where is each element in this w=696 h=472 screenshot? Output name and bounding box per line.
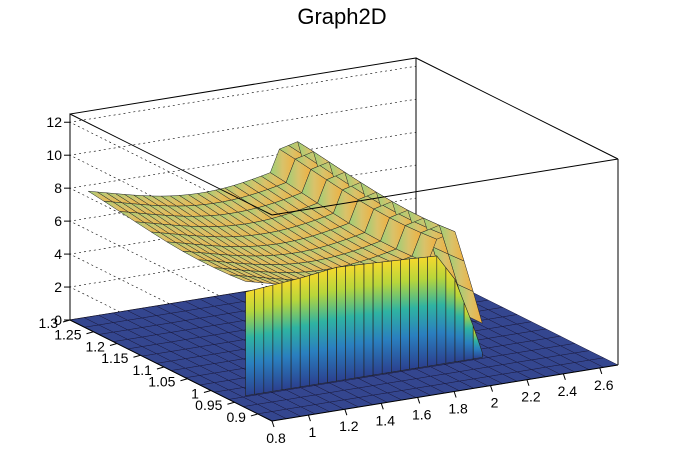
surface-front-cell xyxy=(400,258,410,372)
x-tick-label: 1.6 xyxy=(412,406,432,422)
y-tick xyxy=(180,378,188,382)
surface-front-cell xyxy=(308,272,319,386)
y-tick-label: 1 xyxy=(191,385,199,401)
surface-front-cell xyxy=(445,266,456,364)
surface-front-cell xyxy=(318,269,328,385)
x-tick xyxy=(271,420,275,428)
x-tick xyxy=(526,379,530,386)
x-tick-label: 2.2 xyxy=(521,389,541,405)
box-edge xyxy=(415,57,619,160)
surface-front-cell xyxy=(263,284,274,394)
x-tick xyxy=(380,403,384,410)
surface-front-cell xyxy=(345,264,356,380)
y-tick-label: 1.15 xyxy=(101,350,128,366)
box-edge xyxy=(69,319,273,422)
surface-front-cell xyxy=(290,277,301,389)
y-tick xyxy=(250,413,259,417)
chart-title: Graph2D xyxy=(297,4,386,29)
surface-front-cell xyxy=(299,274,310,388)
x-tick xyxy=(490,385,494,392)
x-tick-label: 1 xyxy=(309,424,317,440)
x-tick xyxy=(344,409,348,416)
y-tick-label: 1.3 xyxy=(39,315,59,331)
z-tick-label: 6 xyxy=(54,213,62,229)
surface-front-cell xyxy=(390,259,401,373)
x-tick xyxy=(453,391,457,398)
surface-layer xyxy=(88,141,483,397)
surface-front-cell xyxy=(245,289,255,397)
surface-front-cell xyxy=(281,280,292,391)
z-tick-label: 10 xyxy=(46,147,62,163)
x-tick-label: 2.4 xyxy=(558,383,578,399)
y-tick xyxy=(109,343,118,346)
surface-front-cell xyxy=(363,262,374,377)
surface-front-cell xyxy=(409,257,419,370)
x-tick-label: 2.6 xyxy=(594,377,614,393)
y-tick-label: 0.95 xyxy=(195,397,222,413)
surface-front-cell xyxy=(272,282,283,392)
y-tick-label: 0.9 xyxy=(226,409,246,425)
box-edge xyxy=(69,113,273,216)
x-tick-label: 2 xyxy=(491,395,499,411)
y-tick-label: 1.2 xyxy=(86,338,106,354)
z-tick-label: 2 xyxy=(54,279,62,295)
x-tick-label: 1.8 xyxy=(448,401,468,417)
surface-front-cell xyxy=(381,260,392,374)
y-tick xyxy=(203,389,212,393)
x-tick-label: 1.4 xyxy=(376,412,396,428)
box-layer xyxy=(69,57,619,422)
surface-front-cell xyxy=(372,261,383,376)
y-tick-label: 1.25 xyxy=(54,327,81,343)
x-tick xyxy=(307,414,311,422)
y-tick-label: 1.05 xyxy=(148,374,175,390)
box-edge xyxy=(271,158,619,216)
surface-front-cell xyxy=(427,255,438,367)
box-edge xyxy=(271,364,619,422)
x-tick xyxy=(562,373,566,381)
z-tick-label: 4 xyxy=(54,246,62,262)
surface-front-cell xyxy=(354,263,365,379)
surface-front-cell xyxy=(418,256,429,369)
z-tick-label: 12 xyxy=(46,114,62,130)
x-tick-label: 0.8 xyxy=(266,430,286,446)
surface-front-cell xyxy=(436,255,447,366)
surface-front-cell xyxy=(472,325,483,360)
y-tick-label: 1.1 xyxy=(132,362,152,378)
x-tick xyxy=(417,397,421,404)
y-tick xyxy=(156,366,165,370)
z-tick-label: 8 xyxy=(54,180,62,196)
axis-ticks-layer: 0.8 1 1.2 1.4 1.6 1.8 2 2.2 2.4 2.60.90.9511.051.… xyxy=(39,114,614,446)
surface-front-cell xyxy=(327,266,337,383)
surface-front-cell xyxy=(336,265,347,382)
y-tick xyxy=(133,354,141,358)
z-tick-label: 0 xyxy=(54,312,62,328)
y-tick xyxy=(86,331,94,335)
y-tick xyxy=(227,401,235,405)
x-tick-label: 1.2 xyxy=(339,418,359,434)
surface-front-cell xyxy=(254,286,265,395)
x-tick xyxy=(599,367,603,375)
